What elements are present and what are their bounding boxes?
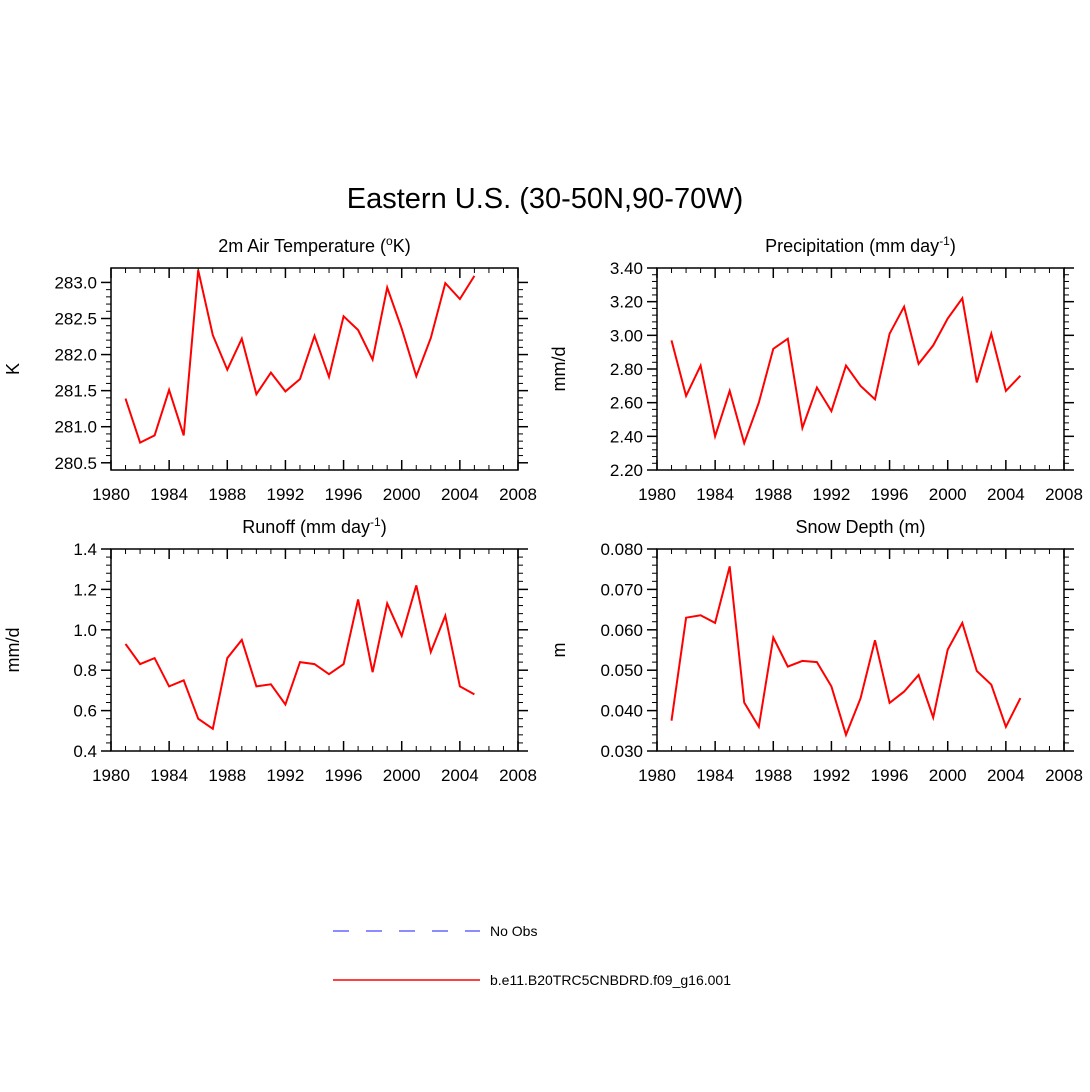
x-tick-label: 1996 (871, 485, 909, 504)
panel-title-snow-depth: Snow Depth (m) (795, 517, 925, 537)
panel-title-text: Snow Depth (m) (795, 517, 925, 537)
legend-label-no-obs: No Obs (490, 923, 537, 939)
x-tick-label: 1992 (267, 766, 305, 785)
series-line-snow-depth (670, 566, 1022, 738)
y-tick-label: 0.040 (600, 702, 643, 721)
x-tick-label: 1992 (813, 766, 851, 785)
x-tick-label: 1996 (325, 485, 363, 504)
y-tick-label: 283.0 (54, 273, 97, 292)
y-tick-label: 0.060 (600, 621, 643, 640)
x-tick-label: 1988 (208, 766, 246, 785)
y-tick-label: 280.5 (54, 454, 97, 473)
x-tick-label: 2000 (383, 485, 421, 504)
x-tick-label: 1988 (754, 766, 792, 785)
y-tick-label: 2.20 (610, 461, 643, 480)
x-tick-label: 2000 (929, 766, 967, 785)
x-tick-label: 1992 (267, 485, 305, 504)
y-tick-label: 282.0 (54, 346, 97, 365)
x-tick-label: 1988 (754, 485, 792, 504)
y-tick-label: 0.6 (73, 702, 97, 721)
series-line-air-temperature (124, 269, 476, 445)
y-axis-label: m (549, 643, 569, 658)
panel-title-precipitation: Precipitation (mm day-1) (765, 234, 956, 256)
y-tick-label: 1.0 (73, 621, 97, 640)
y-tick-label: 2.80 (610, 360, 643, 379)
x-tick-label: 1984 (150, 485, 188, 504)
y-tick-label: 3.40 (610, 259, 643, 278)
y-axis-label: K (3, 363, 23, 375)
series-line-runoff (124, 585, 475, 731)
x-tick-label: 1988 (208, 485, 246, 504)
figure-title: Eastern U.S. (30-50N,90-70W) (347, 183, 743, 215)
x-tick-label: 1980 (92, 485, 130, 504)
x-tick-label: 2004 (987, 485, 1025, 504)
plot-frame (110, 548, 519, 752)
x-tick-label: 1996 (325, 766, 363, 785)
x-tick-label: 2008 (499, 766, 537, 785)
panel-title-superscript: o (386, 234, 393, 248)
x-tick-label: 1980 (638, 485, 676, 504)
y-tick-label: 281.0 (54, 418, 97, 437)
y-tick-label: 0.050 (600, 661, 643, 680)
x-tick-label: 1996 (871, 766, 909, 785)
panel-snow-depth: 1980 1984 1988 1992 1996 2000 2004 2008 0.030 0.0… (549, 517, 1083, 785)
y-tick-label: 0.080 (600, 540, 643, 559)
x-tick-label: 2008 (499, 485, 537, 504)
legend: No Obs b.e11.B20TRC5CNBDRD.f09_g16.001 (333, 923, 731, 988)
y-axis-label: mm/d (3, 628, 23, 673)
y-tick-label: 282.5 (54, 310, 97, 329)
y-tick-label: 0.030 (600, 742, 643, 761)
legend-label-model: b.e11.B20TRC5CNBDRD.f09_g16.001 (490, 972, 731, 988)
x-tick-label: 2004 (441, 485, 479, 504)
y-tick-label: 2.60 (610, 394, 643, 413)
panel-title-suffix: ) (950, 236, 956, 256)
y-tick-label: 3.20 (610, 293, 643, 312)
y-tick-label: 281.5 (54, 382, 97, 401)
panel-title-air-temperature: 2m Air Temperature (oK) (218, 234, 410, 256)
y-axis-label: mm/d (549, 347, 569, 392)
panel-title-text: Precipitation (mm day (765, 236, 939, 256)
panel-air-temperature: 1980 1984 1988 1992 1996 2000 2004 2008 280.5 281… (3, 234, 537, 504)
panel-title-superscript: -1 (370, 515, 381, 529)
plot-frame (110, 267, 519, 471)
panel-precipitation: 1980 1984 1988 1992 1996 2000 2004 2008 2.20 2.40… (549, 234, 1083, 504)
panel-title-text: Runoff (mm day (242, 517, 370, 537)
x-tick-label: 2000 (383, 766, 421, 785)
x-tick-label: 2004 (987, 766, 1025, 785)
y-tick-label: 3.00 (610, 326, 643, 345)
y-tick-label: 0.070 (600, 580, 643, 599)
panel-title-superscript: -1 (939, 234, 950, 248)
panel-title-suffix: K) (393, 236, 411, 256)
panel-title-suffix: ) (381, 517, 387, 537)
x-tick-label: 2004 (441, 766, 479, 785)
x-tick-label: 1980 (92, 766, 130, 785)
series-line-precipitation (670, 295, 1022, 447)
x-tick-label: 1984 (696, 485, 734, 504)
x-tick-label: 2008 (1045, 766, 1083, 785)
x-tick-label: 1984 (150, 766, 188, 785)
panel-title-runoff: Runoff (mm day-1) (242, 515, 386, 537)
x-tick-label: 2000 (929, 485, 967, 504)
x-tick-label: 2008 (1045, 485, 1083, 504)
plot-frame (656, 267, 1065, 471)
panel-runoff: 1980 1984 1988 1992 1996 2000 2004 2008 0.4 0.6 0.… (3, 515, 537, 785)
x-tick-label: 1980 (638, 766, 676, 785)
panel-title-text: 2m Air Temperature ( (218, 236, 386, 256)
y-tick-label: 0.4 (73, 742, 97, 761)
y-tick-label: 1.2 (73, 580, 97, 599)
y-tick-label: 2.40 (610, 427, 643, 446)
y-tick-label: 0.8 (73, 661, 97, 680)
x-tick-label: 1984 (696, 766, 734, 785)
x-tick-label: 1992 (813, 485, 851, 504)
y-tick-label: 1.4 (73, 540, 97, 559)
